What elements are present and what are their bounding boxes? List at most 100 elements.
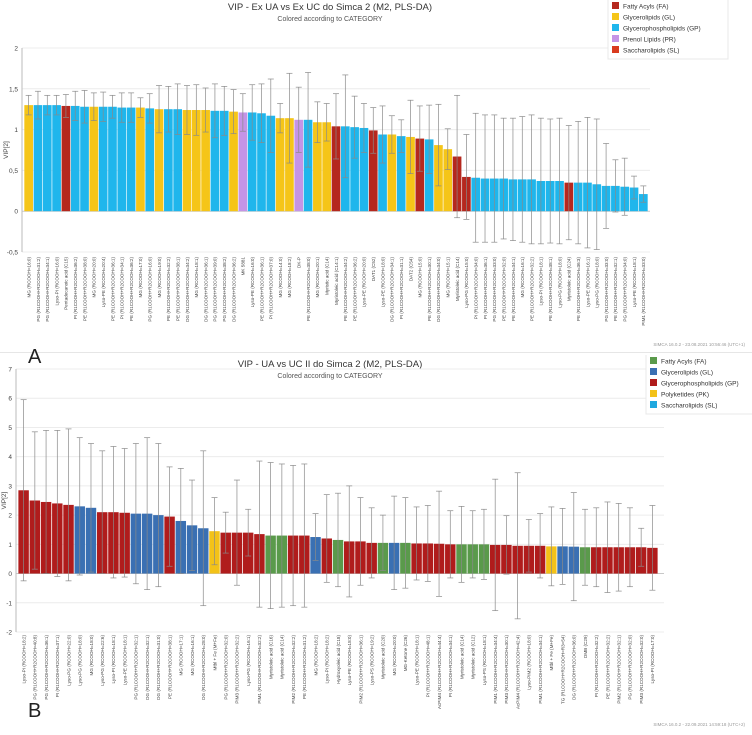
legend-swatch bbox=[612, 2, 619, 9]
x-tick-label: DG (R1COOH+R2COOH=32:1) bbox=[145, 635, 150, 700]
x-tick-label: AcPIM4 (R1COOH+R2COOH=44:4) bbox=[437, 635, 442, 710]
x-tick-label: Lyso-PS (RCOOH=19:2) bbox=[369, 635, 374, 686]
vip-bar bbox=[33, 105, 43, 212]
x-tick-label: Lyso-PE (RCOOH=18:1) bbox=[414, 635, 419, 686]
x-tick-label: MG (RCOOH=18:1) bbox=[194, 257, 199, 298]
x-tick-label: PI (R1COOH+R2COOH=31:1) bbox=[399, 257, 404, 320]
x-tick-label: PE (R1COOH+R2COOH=32:1) bbox=[613, 257, 618, 322]
x-tick-label: MG (RCOOH=19:0) bbox=[157, 257, 162, 298]
x-tick-label: MG (RCOOH=15:1) bbox=[446, 257, 451, 298]
x-tick-label: PG (R1COOH+R2COOH=16:0) bbox=[148, 257, 153, 322]
chart-title: VIP - Ex UA vs Ex UC do Simca 2 (M2, PLS… bbox=[228, 2, 432, 13]
legend-label: Fatty Acyls (FA) bbox=[661, 358, 707, 365]
x-tick-label: Lyso-PE (RCOOH=18:0) bbox=[347, 635, 352, 686]
legend-label: Saccharolipids (SL) bbox=[661, 402, 717, 409]
legend-swatch bbox=[650, 357, 657, 364]
y-tick-label: 1 bbox=[8, 542, 12, 549]
chart-title: VIP - UA vs UC II do Simca 2 (M2, PLS-DA… bbox=[238, 359, 423, 370]
x-tick-label: Lyso-PG (RCOOH=18:0) bbox=[595, 257, 600, 308]
legend-swatch bbox=[612, 46, 619, 53]
vip-bar bbox=[285, 118, 294, 212]
legend-box bbox=[645, 352, 752, 415]
x-tick-label: Lyso-PE (RCOOH=18:1) bbox=[632, 257, 637, 308]
x-tick-label: Myristoleic acid (C20) bbox=[381, 635, 386, 680]
vip-bar bbox=[219, 110, 229, 212]
vip-bar bbox=[210, 110, 220, 212]
legend-label: Polyketides (PK) bbox=[661, 391, 709, 398]
legend-label: Glycerophospholipids (GP) bbox=[623, 25, 701, 32]
chart-footer: SIMCA 16.0.2 - 22.09.2021 14:59:18 (UTC+… bbox=[653, 722, 745, 727]
x-tick-label: Myristoleic acid (C14) bbox=[455, 257, 460, 302]
legend-label: Glycerophospholipids (GP) bbox=[661, 380, 739, 387]
vip-bar bbox=[191, 110, 201, 212]
x-tick-label: PG (R1COOH+R2COOH=32:0) bbox=[224, 635, 229, 700]
x-tick-label: Myristoleic acid (C14) bbox=[459, 635, 464, 680]
x-tick-label: MG (RCOOH=15:0) bbox=[418, 257, 423, 298]
vip-bar bbox=[201, 110, 210, 212]
legend-swatch bbox=[650, 368, 657, 375]
legend-swatch bbox=[650, 401, 657, 408]
x-tick-label: PG (R1COOH+R2COOH=32:1) bbox=[134, 635, 139, 700]
x-tick-label: MG (RCOOH=16:0) bbox=[26, 257, 31, 298]
x-tick-label: MG (RCOOH=20:0) bbox=[392, 635, 397, 676]
chart-panel-a: VIP - Ex UA vs Ex UC do Simca 2 (M2, PLS… bbox=[0, 0, 752, 350]
x-tick-label: PE (R1COOH+R2COOH=38:0) bbox=[306, 257, 311, 322]
x-tick-label: PG (R1COOH+R2COOH=36:1) bbox=[44, 635, 49, 700]
vip-bar bbox=[257, 113, 266, 212]
x-tick-label: PIM2 (R1COOH+R2COOH=32:2) bbox=[291, 635, 296, 704]
vip-bar bbox=[229, 111, 238, 212]
vip-bar bbox=[70, 105, 80, 212]
x-tick-label: Lyso-PS (RCOOH=18:1) bbox=[482, 635, 487, 686]
vip-bar bbox=[443, 149, 453, 212]
vip-bar bbox=[126, 107, 136, 212]
x-tick-label: Hydroxyoleic acid (C18) bbox=[336, 635, 341, 684]
x-tick-label: PE (R1COOH+R2COOH=36:3) bbox=[576, 257, 581, 322]
chart-panel-b: VIP - UA vs UC II do Simca 2 (M2, PLS-DA… bbox=[0, 352, 752, 730]
x-tick-label: PE (R1COOH+R2COOH=32:2) bbox=[529, 257, 534, 322]
x-tick-label: MG (RCOOH=20:0) bbox=[92, 257, 97, 298]
vip-bar bbox=[639, 194, 648, 212]
y-tick-label: 6 bbox=[8, 396, 12, 403]
x-tick-label: PG (R1COOH+R2COOH=33:0) bbox=[492, 257, 497, 322]
y-axis-label: VIP[2] bbox=[3, 141, 10, 159]
y-tick-label: 4 bbox=[8, 454, 12, 461]
panel-divider bbox=[0, 352, 752, 353]
y-tick-label: 0,5 bbox=[9, 168, 18, 175]
x-tick-label: Lyso-PI (RCOOH=16:0) bbox=[54, 257, 59, 306]
x-tick-label: DG (R1COOH+R2COOH=34:0) bbox=[436, 257, 441, 322]
legend-swatch bbox=[612, 24, 619, 31]
x-tick-label: PE (R1COOH+R2COOH=34:2) bbox=[343, 257, 348, 322]
x-tick-label: DG (R1COOH+R2COOH=36:2) bbox=[231, 257, 236, 322]
y-tick-label: 1 bbox=[14, 127, 18, 134]
x-tick-label: PE (R1COOH+R2COOH=38:0) bbox=[82, 257, 87, 322]
legend-label: Glycerolipids (GL) bbox=[661, 369, 713, 376]
x-tick-label: PE (R1COOH+R2COOH=31:2) bbox=[302, 635, 307, 700]
vip-bar bbox=[387, 134, 397, 212]
x-tick-label: Myristic acid (C14) bbox=[324, 257, 329, 296]
x-tick-label: Lyso-PE (RCOOH=16:0) bbox=[250, 257, 255, 308]
panel-label-b: B bbox=[28, 700, 42, 722]
x-tick-label: DG (R1COOH+R2COOH=31:0) bbox=[156, 635, 161, 700]
vip-bar bbox=[415, 138, 425, 212]
x-tick-label: MG (RCOOH=18:2) bbox=[313, 635, 318, 676]
x-tick-label: DG (R1COOH+R2COOH=36:1) bbox=[203, 257, 208, 322]
x-tick-label: PE (R1COOH+R2COOH=36:2) bbox=[352, 257, 357, 322]
x-tick-label: PE (R1COOH+R2COOH=36:1) bbox=[259, 257, 264, 322]
vip-bar bbox=[275, 118, 285, 212]
x-tick-label: PG (R1COOH+R2COOH=32:0) bbox=[628, 635, 633, 700]
vip-bar bbox=[238, 112, 248, 212]
x-tick-label: PG (R1COOH+R2COOH=40:8) bbox=[33, 635, 38, 700]
x-tick-label: Myristoleic acid (C14:1) bbox=[334, 257, 339, 305]
y-tick-label: -2 bbox=[6, 630, 12, 637]
legend-label: Prenol Lipids (PR) bbox=[623, 36, 676, 43]
x-tick-label: PIM2 (R1COOH+R2COOH=36:1) bbox=[358, 635, 363, 704]
x-tick-label: PI (R1COOH+R2COOH=36:1) bbox=[483, 257, 488, 320]
x-tick-label: MG (RCOOH=18:2) bbox=[287, 257, 292, 298]
x-tick-label: PIM3 (R1COOH+R2COOH=30:1) bbox=[504, 635, 509, 704]
x-tick-label: MK 5881 bbox=[241, 257, 246, 276]
x-tick-label: PG (R1COOH+R2COOH=31:2) bbox=[36, 257, 41, 322]
x-tick-label: DG (R1COOH+R2COOH=28:0) bbox=[201, 635, 206, 700]
legend-swatch bbox=[650, 390, 657, 397]
vip-chart-b: VIP - UA vs UC II do Simca 2 (M2, PLS-DA… bbox=[1, 352, 752, 727]
x-tick-label: DAT2 (C54) bbox=[408, 257, 413, 282]
